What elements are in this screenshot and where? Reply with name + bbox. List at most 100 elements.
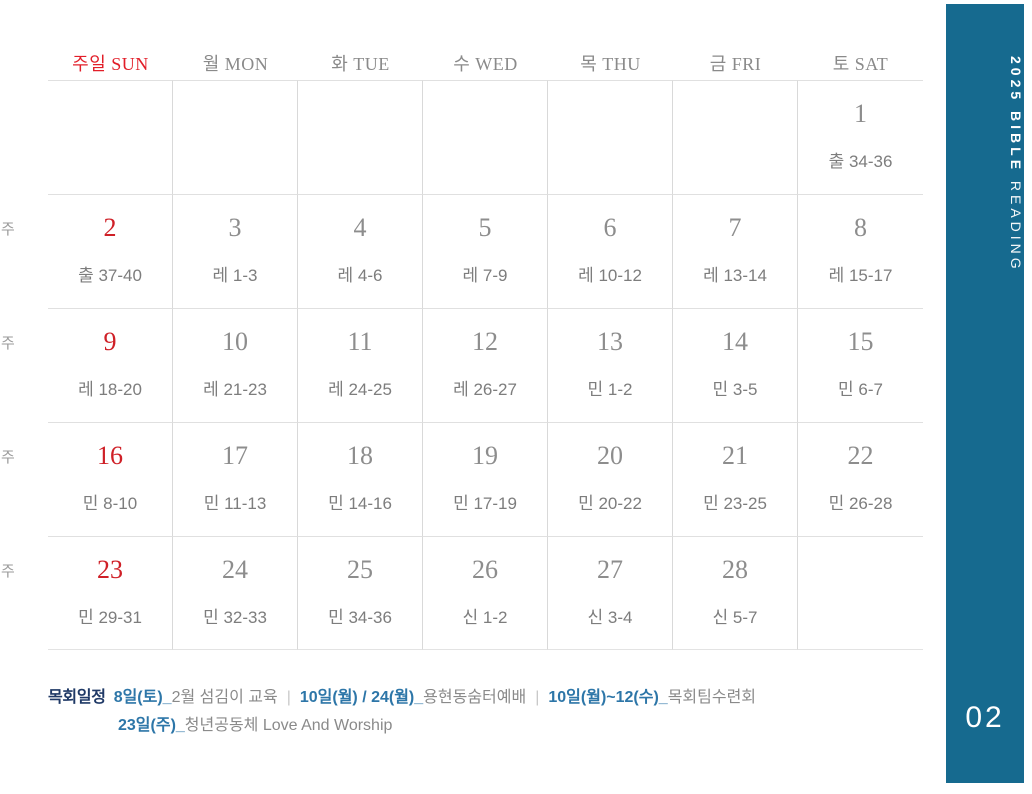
day-number: 7 (728, 213, 742, 242)
sidebar: 2025 BIBLE READING 02 (946, 4, 1024, 783)
day-number: 1 (854, 99, 867, 128)
calendar-cell (48, 80, 173, 194)
reading-plan: 레 18-20 (78, 380, 142, 399)
sidebar-title: 2025 BIBLE READING (946, 56, 1024, 273)
calendar-cell: 1 출 34-36 (798, 80, 923, 194)
reading-plan: 레 1-3 (212, 266, 258, 285)
calendar-cell: 21 민 23-25 (673, 422, 798, 536)
reading-plan: 민 34-36 (328, 608, 392, 627)
reading-plan: 민 14-16 (328, 494, 392, 513)
calendar-cell: 27 신 3-4 (548, 536, 673, 650)
calendar-cell: 16 민 8-10 (48, 422, 173, 536)
reading-plan: 레 26-27 (453, 380, 517, 399)
day-number: 8 (854, 213, 867, 242)
schedule-separator: | (286, 689, 291, 706)
calendar-cell: 23 민 29-31 (48, 536, 173, 650)
calendar-cell: 13 민 1-2 (548, 308, 673, 422)
day-number: 26 (472, 555, 498, 584)
schedule-line-2: 23일(주)_청년공동체 Love And Worship (118, 712, 928, 740)
day-number: 15 (847, 327, 874, 356)
reading-plan: 민 11-13 (203, 494, 267, 513)
reading-plan: 레 15-17 (828, 266, 893, 285)
day-number: 19 (472, 441, 498, 470)
calendar-cell (798, 536, 923, 650)
schedule-line-1: 목회일정 8일(토)_2월 섬김이 교육 | 10일(월) / 24(월)_용현동숨… (48, 684, 928, 712)
reading-plan: 민 8-10 (82, 494, 138, 513)
reading-plan: 레 21-23 (203, 380, 267, 399)
calendar-cell: 9 레 18-20 (48, 308, 173, 422)
calendar-cell: 2 출 37-40 (48, 194, 173, 308)
sidebar-title-year: 2025 BIBLE (1008, 56, 1024, 174)
calendar-cell: 25 민 34-36 (298, 536, 423, 650)
day-number: 13 (597, 327, 623, 356)
day-number: 20 (597, 441, 623, 470)
calendar-cell: 15 민 6-7 (798, 308, 923, 422)
calendar-cell: 4 레 4-6 (298, 194, 423, 308)
calendar-cell: 17 민 11-13 (173, 422, 298, 536)
reading-plan: 레 7-9 (462, 266, 508, 285)
column-header-mon: 월 MON (202, 53, 269, 74)
calendar-cell: 24 민 32-33 (173, 536, 298, 650)
day-number: 10 (222, 327, 248, 356)
calendar-cell (548, 80, 673, 194)
week-marker: 주 (1, 449, 15, 466)
sidebar-title-reading: READING (1008, 173, 1024, 273)
reading-plan: 민 1-2 (587, 380, 633, 399)
day-number: 4 (353, 213, 367, 242)
reading-plan: 민 20-22 (578, 494, 642, 513)
day-number: 2 (103, 213, 117, 242)
reading-plan: 신 3-4 (587, 608, 633, 627)
week-marker: 주 (1, 563, 15, 580)
calendar-cell (298, 80, 423, 194)
column-header-sun: 주일 SUN (72, 53, 149, 74)
calendar-cell: 12 레 26-27 (423, 308, 548, 422)
week-marker: 주 (1, 335, 15, 352)
calendar-cell: 28 신 5-7 (673, 536, 798, 650)
schedule-date: 10일(월)~12(수)_ (548, 689, 668, 706)
bible-reading-calendar: 주일 SUN 월 MON 화 TUE 수 WED 목 THU 금 FRI 토 SAT 1 출 … (48, 45, 923, 650)
schedule-section: 목회일정 8일(토)_2월 섬김이 교육 | 10일(월) / 24(월)_용현동숨… (48, 684, 928, 740)
reading-plan: 민 3-5 (712, 380, 758, 399)
calendar-cell: 26 신 1-2 (423, 536, 548, 650)
day-number: 17 (222, 441, 248, 470)
calendar-grid: 1 출 34-36 2 출 37-40 3 레 1-3 4 레 4-6 5 레 7-9 6 레 10-… (48, 80, 923, 650)
column-header-thu: 목 THU (580, 53, 641, 74)
schedule-label: 목회일정 (48, 689, 106, 706)
schedule-date: 8일(토)_ (113, 689, 172, 706)
calendar-cell: 3 레 1-3 (173, 194, 298, 308)
reading-plan: 신 1-2 (462, 608, 508, 627)
calendar-cell: 10 레 21-23 (173, 308, 298, 422)
calendar-cell: 5 레 7-9 (423, 194, 548, 308)
day-number: 24 (222, 555, 248, 584)
day-number: 11 (347, 327, 373, 356)
reading-plan: 민 6-7 (838, 380, 883, 399)
schedule-desc: 청년공동체 Love And Worship (184, 717, 393, 734)
day-number: 12 (472, 327, 498, 356)
schedule-desc: 목회팀수련회 (667, 689, 757, 706)
reading-plan: 민 17-19 (453, 494, 517, 513)
column-header-wed: 수 WED (453, 53, 518, 74)
reading-plan: 레 4-6 (337, 266, 383, 285)
calendar-cell (673, 80, 798, 194)
reading-plan: 민 23-25 (703, 494, 767, 513)
day-number: 28 (722, 555, 748, 584)
reading-plan: 레 10-12 (578, 266, 642, 285)
schedule-desc: 용현동숨터예배 (423, 689, 527, 706)
reading-plan: 민 32-33 (203, 608, 267, 627)
page-number: 02 (965, 701, 1005, 734)
calendar-cell: 20 민 20-22 (548, 422, 673, 536)
day-number: 3 (228, 213, 242, 242)
schedule-line-1-segments: 8일(토)_2월 섬김이 교육 | 10일(월) / 24(월)_용현동숨터예배 | 1… (114, 684, 756, 712)
day-number: 9 (103, 327, 117, 356)
calendar-cell: 6 레 10-12 (548, 194, 673, 308)
week-marker: 주 (1, 221, 15, 238)
calendar-cell: 19 민 17-19 (423, 422, 548, 536)
reading-plan: 레 13-14 (703, 266, 767, 285)
day-number: 16 (97, 441, 123, 470)
day-number: 18 (347, 441, 373, 470)
day-number: 25 (347, 555, 373, 584)
day-number: 21 (722, 441, 748, 470)
schedule-desc: 2월 섬김이 교육 (171, 689, 278, 706)
schedule-separator: | (535, 689, 540, 706)
